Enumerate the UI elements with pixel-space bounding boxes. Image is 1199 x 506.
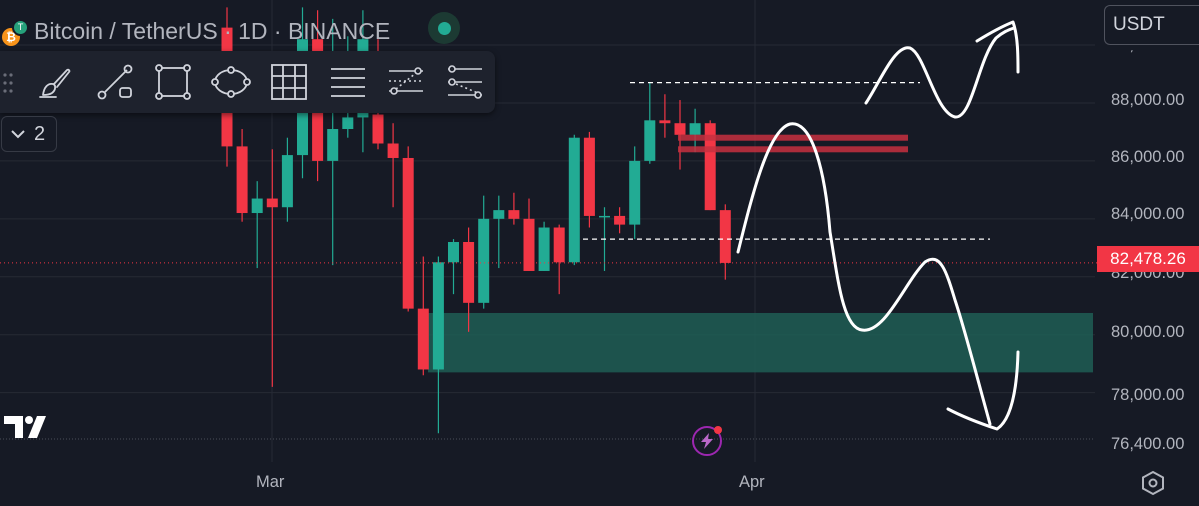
market-status-indicator[interactable] xyxy=(428,12,460,44)
candle-body xyxy=(553,227,565,263)
projection-arrow-lower xyxy=(946,350,1020,431)
price-label: 84,000.00 xyxy=(1111,205,1185,223)
level-lines xyxy=(0,82,1097,264)
drawing-toolbar xyxy=(0,51,495,113)
candle-body xyxy=(417,308,429,370)
time-label-apr: Apr xyxy=(739,473,765,491)
candle-body xyxy=(448,242,459,263)
candle-body xyxy=(674,123,686,135)
candle-body xyxy=(266,198,278,208)
horizontal-lines-icon xyxy=(331,68,365,97)
resistance-band xyxy=(678,134,908,141)
tether-logo-icon: T xyxy=(12,19,29,36)
candle-body xyxy=(659,120,671,124)
candle-body xyxy=(614,215,626,225)
candle-body xyxy=(493,210,505,219)
indicators-toggle-button[interactable]: 2 xyxy=(1,116,57,152)
projection-path-upper xyxy=(864,26,1016,119)
price-label: 86,000.00 xyxy=(1111,148,1185,166)
price-label: 78,000.00 xyxy=(1111,386,1185,404)
market-open-dot-icon xyxy=(437,21,451,35)
candle-body xyxy=(342,117,354,130)
drag-handle-icon[interactable] xyxy=(2,71,14,95)
candle-body xyxy=(432,262,444,370)
candle-body xyxy=(251,198,263,214)
candle-body xyxy=(372,114,384,144)
flash-news-button[interactable] xyxy=(692,426,722,456)
rectangle-icon xyxy=(155,64,191,100)
current-price-label: 82,478.26 xyxy=(1097,246,1199,272)
trend-line-tool-button[interactable] xyxy=(94,61,136,103)
fib-retracement-icon xyxy=(389,67,423,95)
resistance-band xyxy=(678,146,908,153)
candle-body xyxy=(583,137,595,216)
candle-body xyxy=(704,123,716,211)
candle-body xyxy=(538,227,550,271)
candle-body xyxy=(402,157,414,309)
hand-drawn-projections xyxy=(736,20,1020,431)
support-zone xyxy=(428,312,1093,373)
candle-body xyxy=(719,210,731,263)
projection-icon xyxy=(448,65,482,99)
settings-hexagon-icon[interactable] xyxy=(1140,470,1166,496)
notification-dot-icon xyxy=(714,426,722,434)
chevron-down-icon xyxy=(11,130,25,139)
price-label-partial-top: 90,000.00 xyxy=(1111,36,1185,54)
candle-body xyxy=(568,137,580,263)
ellipse-icon xyxy=(211,66,251,98)
ellipse-tool-button[interactable] xyxy=(210,61,252,103)
candle-body xyxy=(463,242,475,303)
candle-body xyxy=(599,215,610,218)
price-label: 88,000.00 xyxy=(1111,91,1185,109)
candle-body xyxy=(508,210,520,219)
tradingview-logo-icon[interactable] xyxy=(4,414,52,440)
support-zone-layer xyxy=(428,312,1093,373)
symbol-title[interactable]: Bitcoin / TetherUS · 1D · BINANCE xyxy=(34,18,391,44)
price-label: 76,400.00 xyxy=(1111,435,1185,453)
candle-body xyxy=(387,143,399,158)
candle-body xyxy=(629,160,641,225)
projection-path-lower xyxy=(736,122,992,426)
fib-retracement-tool-button[interactable] xyxy=(385,61,427,103)
trend-line-icon xyxy=(97,64,133,100)
rectangle-tool-button[interactable] xyxy=(152,61,194,103)
brush-tool-button[interactable] xyxy=(34,61,76,103)
currency-selector[interactable]: USDT xyxy=(1104,5,1199,45)
indicators-count: 2 xyxy=(34,122,46,145)
candle-body xyxy=(478,218,490,303)
candle-body xyxy=(281,155,293,208)
candle-body xyxy=(327,129,339,161)
time-label-mar: Mar xyxy=(256,473,285,491)
projection-arrow-upper xyxy=(975,20,1020,74)
candle-body xyxy=(689,123,701,135)
grid-tool-button[interactable] xyxy=(268,61,310,103)
horizontal-lines-tool-button[interactable] xyxy=(327,61,369,103)
grid-icon xyxy=(271,64,307,100)
brush-icon xyxy=(39,68,71,98)
projection-tool-button[interactable] xyxy=(444,61,486,103)
lightning-icon xyxy=(701,433,713,449)
price-label: 80,000.00 xyxy=(1111,323,1185,341)
candle-body xyxy=(523,218,535,271)
candle-body xyxy=(644,120,656,161)
candle-body xyxy=(236,146,248,214)
